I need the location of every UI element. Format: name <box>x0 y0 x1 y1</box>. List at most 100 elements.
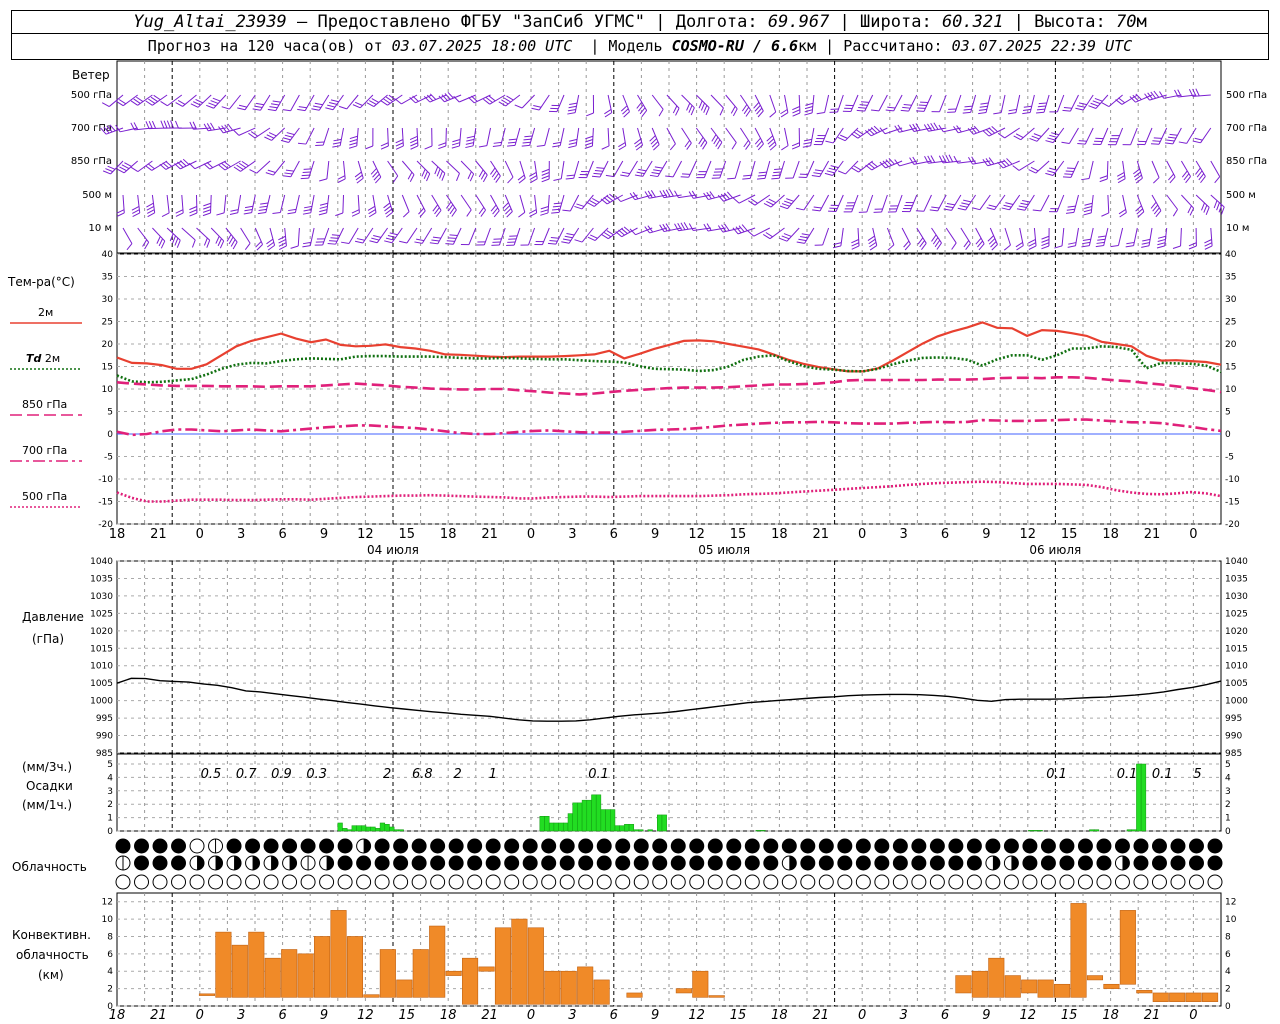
time-tick-label: 9 <box>651 527 659 542</box>
wind-barb-shaft <box>832 127 844 144</box>
wind-barb-flag <box>885 159 892 166</box>
cloud-symbol <box>911 838 927 854</box>
wind-barb-shaft <box>651 94 664 110</box>
precip-bar <box>398 829 404 832</box>
cloud-symbol-full <box>1189 839 1204 853</box>
wind-barb-flag <box>338 105 347 110</box>
wind-barb-flag <box>600 198 608 205</box>
cloud-symbol-outline <box>522 874 538 890</box>
wind-barb-shaft <box>819 194 830 212</box>
wind-barb-flag <box>1013 135 1021 141</box>
pressure-ytick-left: 1000 <box>90 697 113 707</box>
wind-barb-shaft <box>1151 194 1162 211</box>
wind-barb-flag <box>278 242 287 247</box>
wind-barb-flag <box>1174 89 1179 98</box>
wind-barb-flag <box>302 245 311 248</box>
bottom-time-tick-label: 12 <box>1020 1008 1037 1023</box>
wind-barb-flag <box>865 164 873 171</box>
wind-barb-flag <box>909 124 915 132</box>
cloud-symbol-outline <box>578 874 594 890</box>
cloud-symbol <box>226 855 242 871</box>
cloud-symbol-full <box>1208 839 1222 853</box>
precip-total-label: 0.1 <box>588 767 609 782</box>
wind-barb-shaft <box>723 194 741 202</box>
cloud-symbol-full <box>504 856 519 870</box>
wind-barb-flag <box>894 125 900 133</box>
wind-barb-flag <box>549 239 558 242</box>
wind-barb-flag <box>395 139 404 144</box>
wind-barb-shaft <box>238 127 256 136</box>
cloud-symbol-full <box>930 839 945 853</box>
wind-barb-flag <box>897 124 903 132</box>
wind-barb-flag <box>1195 88 1200 97</box>
wind-barb-shaft <box>521 94 535 109</box>
cloud-symbol <box>467 838 483 854</box>
cloud-symbol <box>559 855 575 871</box>
wind-barb-flag <box>1192 140 1201 144</box>
wind-barb-shaft <box>899 160 917 167</box>
precip-bar <box>365 826 371 832</box>
precip-bar <box>342 828 348 832</box>
wind-barb-shaft <box>1195 160 1206 177</box>
wind-barb-flag <box>203 237 208 246</box>
wind-barb-shaft <box>356 127 359 146</box>
wind-barb-flag <box>979 105 988 108</box>
wind-barb-flag <box>297 108 306 112</box>
wind-barb-flag <box>754 104 761 112</box>
precip-bar <box>346 829 353 832</box>
cloud-symbol-full <box>948 856 963 870</box>
wind-barb-flag <box>1204 245 1213 250</box>
precip-total-label: 2 <box>453 767 461 782</box>
time-tick-label: 18 <box>1102 527 1119 542</box>
wind-barb-flag <box>659 190 665 198</box>
wind-barb-shaft <box>254 127 271 139</box>
wind-barb-flag <box>385 96 394 102</box>
wind-barb-flag <box>423 95 431 103</box>
wind-barb-flag <box>257 212 266 215</box>
wind-barb-flag <box>371 237 380 241</box>
wind-barb-flag <box>915 123 921 131</box>
temp-ytick-left: 20 <box>102 340 114 350</box>
temp-title: Тем-ра(°C) <box>8 275 75 289</box>
cloud-symbol-outline <box>726 874 742 890</box>
wind-barb-shaft <box>1163 94 1182 99</box>
precip-bar <box>567 813 573 832</box>
wind-barb-flag <box>100 127 107 135</box>
wind-barb-flag <box>1084 202 1093 206</box>
wind-barb-flag <box>506 95 514 101</box>
wind-barb-shaft <box>391 227 403 244</box>
wind-barb-flag <box>1117 175 1125 180</box>
wind-barb-flag <box>985 128 993 135</box>
wind-barb-flag <box>232 129 240 136</box>
wind-barb-shaft <box>437 227 447 245</box>
wind-barb-flag <box>348 145 357 149</box>
wind-barb-flag <box>229 212 238 215</box>
wind-barb-flag <box>190 103 199 108</box>
wind-barb-flag <box>1082 238 1091 242</box>
cloud-symbol <box>189 838 205 854</box>
wind-barb-flag <box>1152 204 1159 212</box>
wind-barb-flag <box>639 107 646 115</box>
wind-barb-shaft <box>725 94 738 110</box>
wind-barb-flag <box>674 190 679 198</box>
wind-barb-shaft <box>975 227 985 245</box>
wind-barb-flag <box>973 125 980 133</box>
wind-barb-flag <box>1062 109 1071 112</box>
time-tick-label: 0 <box>1189 527 1197 542</box>
wind-barb-shaft <box>621 227 638 238</box>
wind-barb-flag <box>550 237 559 239</box>
bottom-time-tick-label: 21 <box>1144 1008 1161 1023</box>
precip-bar <box>558 822 564 832</box>
wind-barb-flag <box>569 102 578 106</box>
cloud-symbol <box>1022 855 1038 871</box>
cloud-symbol-outline <box>356 874 372 890</box>
day-label: 05 июля <box>698 543 750 557</box>
wind-barb-flag <box>410 142 418 147</box>
cloud-symbol <box>689 874 705 890</box>
wind-barb-flag <box>732 227 739 235</box>
temp-ytick-right: 10 <box>1225 385 1237 395</box>
wind-barb-shaft <box>519 194 526 213</box>
cloud-symbol-outline <box>985 874 1001 890</box>
cloud-symbol <box>208 838 224 854</box>
wind-barb-shaft <box>1100 127 1109 145</box>
